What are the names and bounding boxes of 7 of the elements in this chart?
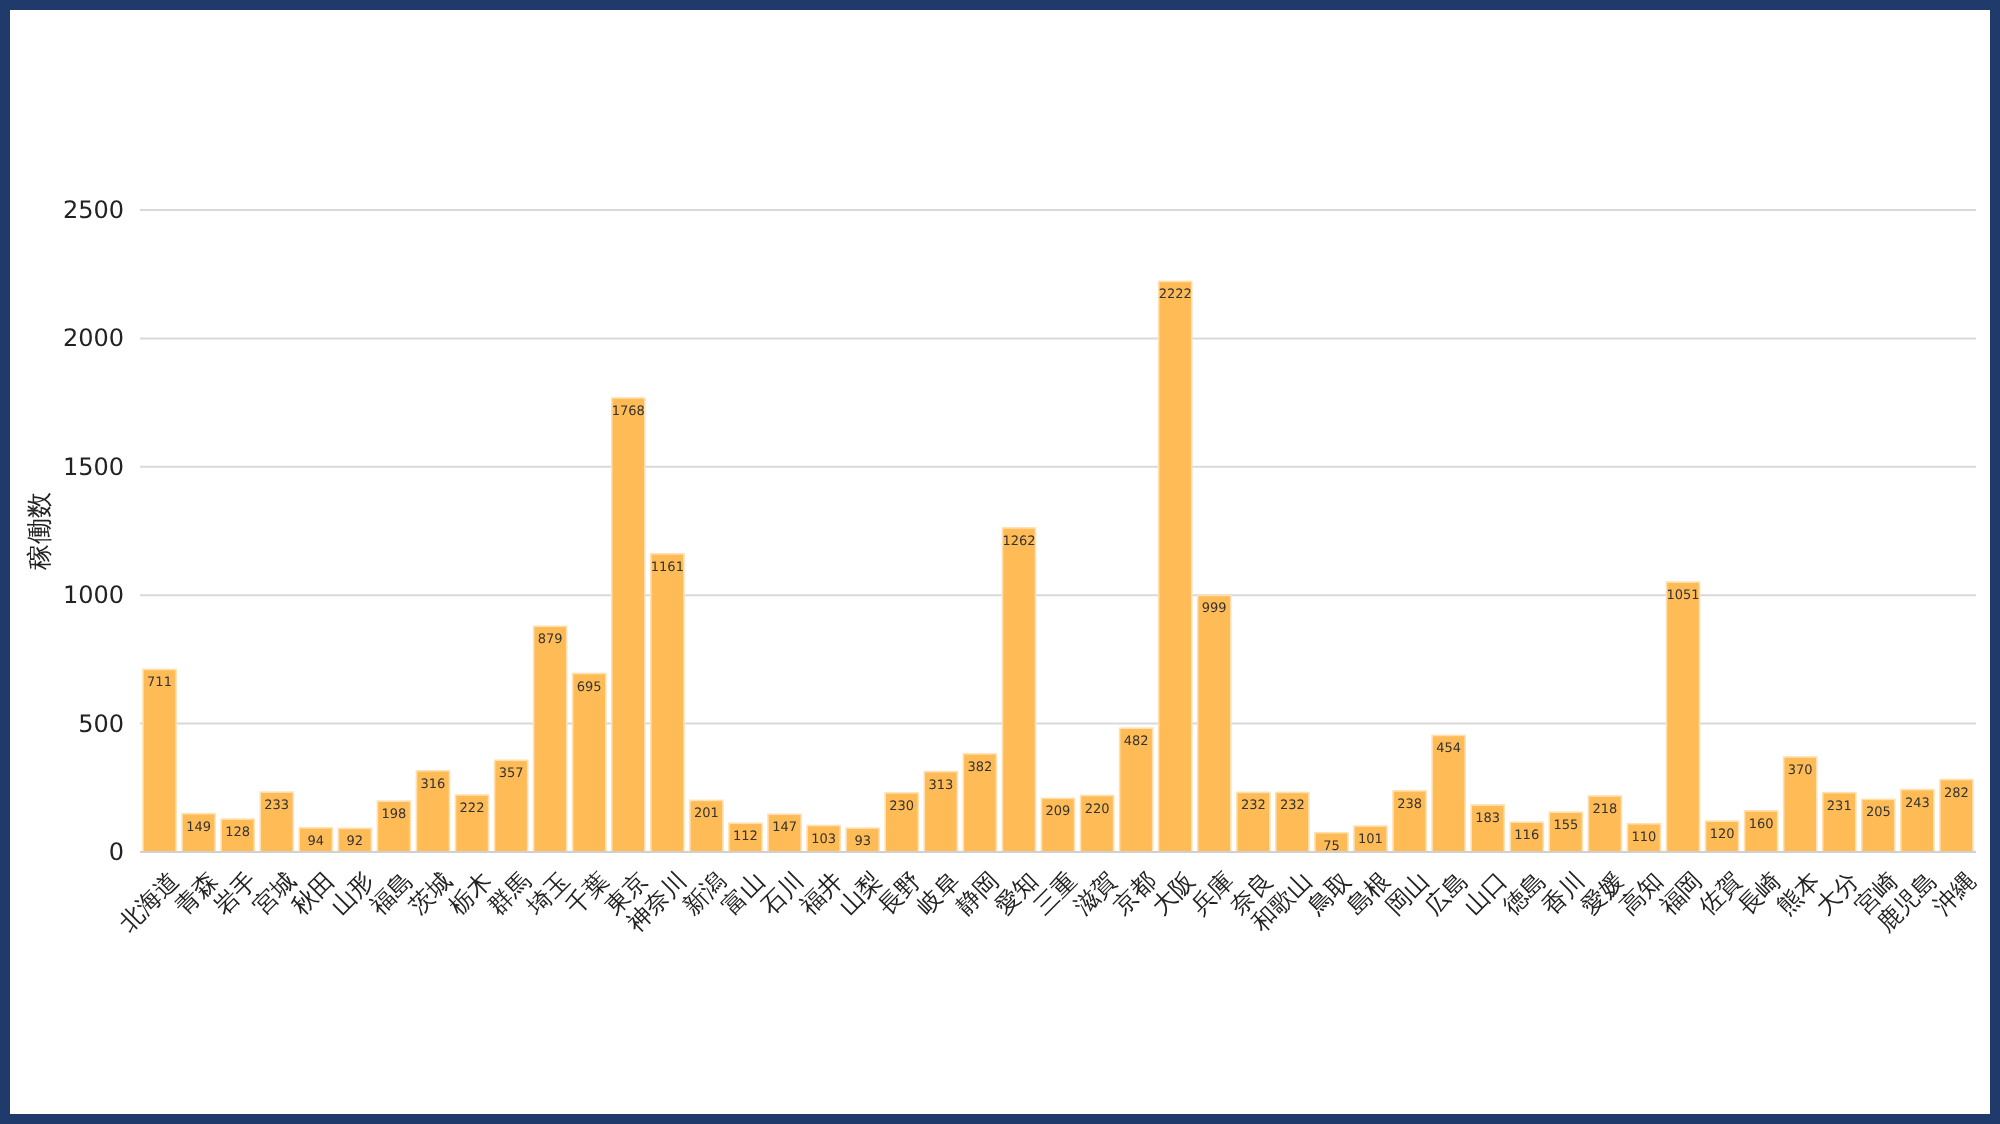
y-tick-label: 500 (78, 709, 124, 738)
y-tick-label: 2000 (62, 324, 124, 353)
y-axis-title: 稼働数 (26, 492, 56, 570)
y-tick-label: 2500 (62, 196, 124, 224)
y-tick-label: 1000 (62, 581, 124, 610)
y-tick-label: 1500 (62, 452, 124, 481)
y-tick-label: 0 (108, 838, 124, 866)
